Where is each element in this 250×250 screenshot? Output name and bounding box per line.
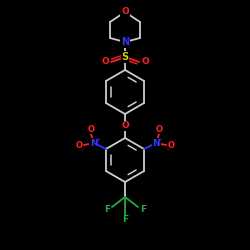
Text: +: + bbox=[94, 137, 100, 143]
Text: +: + bbox=[156, 137, 162, 143]
Text: O: O bbox=[121, 122, 129, 130]
Text: O: O bbox=[141, 58, 149, 66]
Text: O: O bbox=[76, 140, 82, 149]
Text: N: N bbox=[152, 138, 160, 147]
Text: F: F bbox=[104, 204, 110, 214]
Text: O: O bbox=[88, 124, 94, 134]
Text: S: S bbox=[122, 52, 128, 62]
Text: O: O bbox=[121, 8, 129, 16]
Text: O: O bbox=[101, 58, 109, 66]
Text: F: F bbox=[140, 204, 146, 214]
Text: -: - bbox=[167, 146, 169, 152]
Text: O: O bbox=[156, 124, 162, 134]
Text: N: N bbox=[121, 37, 129, 47]
Text: -: - bbox=[81, 146, 83, 152]
Text: O: O bbox=[168, 140, 174, 149]
Text: F: F bbox=[122, 216, 128, 224]
Text: N: N bbox=[90, 138, 98, 147]
